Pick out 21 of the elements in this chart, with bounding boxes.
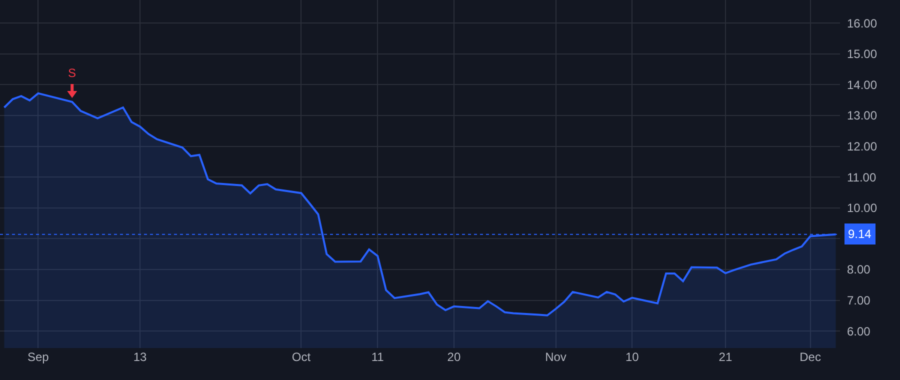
y-tick-label: 6.00 [847,324,871,338]
y-tick-label: 15.00 [847,47,878,62]
x-tick-label: 13 [133,350,147,364]
x-tick-label: Dec [800,350,821,364]
y-tick-label: 14.00 [847,78,878,92]
x-tick-label: Sep [28,350,50,364]
y-tick-label: 7.00 [847,293,871,308]
y-tick-label: 13.00 [847,108,878,123]
ref-line-label: 9.14 [848,227,872,241]
annotation: S [68,66,76,80]
y-tick-label: 8.00 [847,262,871,277]
y-tick-label: 12.00 [847,139,878,154]
x-tick-label: 11 [371,350,384,364]
y-tick-label: 16.00 [847,16,878,30]
y-tick-label: 10.00 [847,201,878,216]
x-tick-label: Oct [292,350,312,364]
x-tick-label: 20 [447,350,461,364]
y-tick-label: 11.00 [847,170,876,184]
x-tick-label: 10 [625,350,640,364]
x-tick-label: Nov [545,350,566,364]
x-tick-label: 21 [718,350,732,364]
